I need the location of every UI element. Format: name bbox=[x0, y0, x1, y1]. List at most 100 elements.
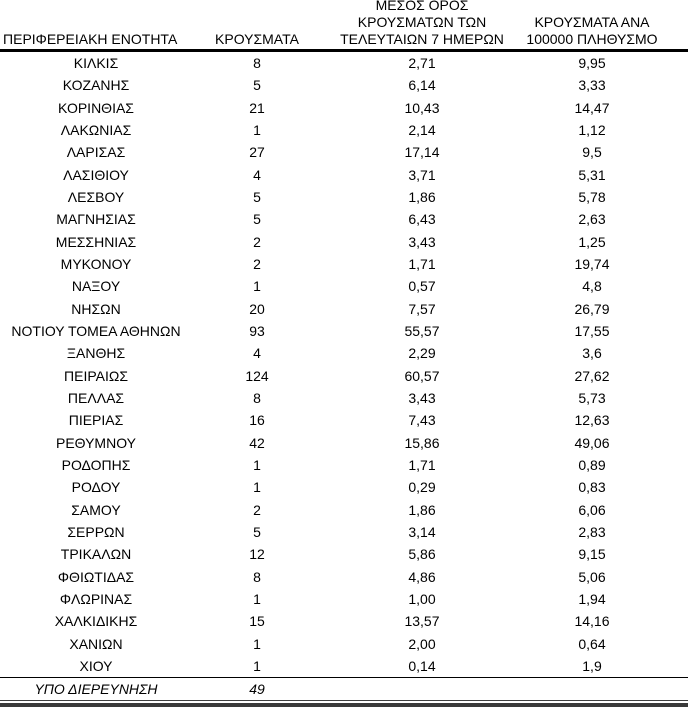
cases-cell: 1 bbox=[253, 658, 261, 675]
cases-cell: 1 bbox=[253, 479, 261, 496]
region-cell: ΜΥΚΟΝΟΥ bbox=[60, 256, 132, 273]
avg7-cell: 0,57 bbox=[408, 278, 436, 295]
header-filler-cell bbox=[662, 48, 688, 49]
avg7-cell: 3,43 bbox=[408, 390, 436, 407]
per100k-cell: 3,33 bbox=[578, 77, 606, 94]
per100k-cell: 3,6 bbox=[582, 345, 602, 362]
cases-cell: 12 bbox=[249, 546, 265, 563]
avg7-cell: 17,14 bbox=[404, 144, 440, 161]
table-row: ΠΕΛΛΑΣ 8 3,43 5,73 bbox=[0, 387, 688, 409]
table-row: ΛΕΣΒΟΥ 5 1,86 5,78 bbox=[0, 186, 688, 208]
region-cell: ΞΑΝΘΗΣ bbox=[66, 345, 126, 362]
cases-cell: 8 bbox=[253, 390, 261, 407]
avg7-cell: 0,29 bbox=[408, 479, 436, 496]
table-row: ΤΡΙΚΑΛΩΝ 12 5,86 9,15 bbox=[0, 543, 688, 565]
table-row: ΜΕΣΣΗΝΙΑΣ 2 3,43 1,25 bbox=[0, 231, 688, 253]
region-cell: ΛΑΚΩΝΙΑΣ bbox=[60, 122, 132, 139]
per100k-cell: 5,78 bbox=[578, 189, 606, 206]
region-cell: ΚΙΛΚΙΣ bbox=[73, 55, 119, 72]
avg7-cell: 3,14 bbox=[408, 524, 436, 541]
avg7-cell: 1,86 bbox=[408, 189, 436, 206]
region-cell: ΜΕΣΣΗΝΙΑΣ bbox=[55, 233, 137, 250]
per100k-cell: 26,79 bbox=[574, 300, 610, 317]
per100k-cell: 9,5 bbox=[582, 144, 602, 161]
avg7-cell: 2,14 bbox=[408, 122, 436, 139]
avg7-cell: 2,00 bbox=[408, 635, 436, 652]
per100k-cell: 17,55 bbox=[574, 323, 610, 340]
table-row: ΚΟΖΑΝΗΣ 5 6,14 3,33 bbox=[0, 74, 688, 96]
table-row: ΡΟΔΟΥ 1 0,29 0,83 bbox=[0, 476, 688, 498]
cases-cell: 2 bbox=[253, 233, 261, 250]
per100k-cell: 14,47 bbox=[574, 99, 610, 116]
region-cell: ΣΕΡΡΩΝ bbox=[67, 524, 125, 541]
cases-cell: 5 bbox=[253, 211, 261, 228]
table-row: ΜΑΓΝΗΣΙΑΣ 5 6,43 2,63 bbox=[0, 208, 688, 230]
avg7-cell: 1,71 bbox=[408, 457, 436, 474]
cases-cell: 1 bbox=[253, 122, 261, 139]
table-row: ΞΑΝΘΗΣ 4 2,29 3,6 bbox=[0, 342, 688, 364]
table-row: ΠΕΙΡΑΙΩΣ 124 60,57 27,62 bbox=[0, 365, 688, 387]
avg7-cell: 2,71 bbox=[408, 55, 436, 72]
per100k-cell: 12,63 bbox=[574, 412, 610, 429]
table-row: ΠΙΕΡΙΑΣ 16 7,43 12,63 bbox=[0, 409, 688, 431]
per100k-cell: 1,94 bbox=[578, 591, 606, 608]
avg7-cell: 6,14 bbox=[408, 77, 436, 94]
per100k-cell: 1,9 bbox=[582, 658, 602, 675]
column-header-region: ΠΕΡΙΦΕΡΕΙΑΚΗ ΕΝΟΤΗΤΑ bbox=[3, 31, 178, 47]
cases-cell: 8 bbox=[253, 55, 261, 72]
table-row: ΝΟΤΙΟΥ ΤΟΜΕΑ ΑΘΗΝΩΝ 93 55,57 17,55 bbox=[0, 320, 688, 342]
cases-cell: 20 bbox=[249, 300, 265, 317]
table-row: ΛΑΣΙΘΙΟΥ 4 3,71 5,31 bbox=[0, 164, 688, 186]
avg7-cell: 4,86 bbox=[408, 568, 436, 585]
region-cell: ΠΕΛΛΑΣ bbox=[67, 390, 125, 407]
table-row: ΧΑΛΚΙΔΙΚΗΣ 15 13,57 14,16 bbox=[0, 610, 688, 632]
per100k-cell: 5,06 bbox=[578, 568, 606, 585]
region-cell: ΦΛΩΡΙΝΑΣ bbox=[59, 591, 133, 608]
per100k-cell: 19,74 bbox=[574, 256, 610, 273]
avg7-cell: 15,86 bbox=[404, 434, 440, 451]
region-cell: ΤΡΙΚΑΛΩΝ bbox=[60, 546, 132, 563]
column-header-avg-7day: ΜΕΣΟΣ ΟΡΟΣ ΚΡΟΥΣΜΑΤΩΝ ΤΩΝ ΤΕΛΕΥΤΑΙΩΝ 7 Η… bbox=[340, 0, 504, 47]
per100k-cell: 5,31 bbox=[578, 166, 606, 183]
cases-cell: 42 bbox=[249, 434, 265, 451]
table-row: ΦΘΙΩΤΙΔΑΣ 8 4,86 5,06 bbox=[0, 566, 688, 588]
avg7-cell: 2,29 bbox=[408, 345, 436, 362]
region-cell: ΚΟΖΑΝΗΣ bbox=[62, 77, 130, 94]
cases-cell: 5 bbox=[253, 524, 261, 541]
under-investigation-row: ΥΠΟ ΔΙΕΡΕΥΝΗΣΗ 49 bbox=[0, 677, 688, 699]
cases-cell: 93 bbox=[249, 323, 265, 340]
table-row: ΛΑΚΩΝΙΑΣ 1 2,14 1,12 bbox=[0, 119, 688, 141]
cases-cell: 2 bbox=[253, 501, 261, 518]
per100k-cell: 2,83 bbox=[578, 524, 606, 541]
region-cell: ΧΑΛΚΙΔΙΚΗΣ bbox=[54, 613, 138, 630]
cases-cell: 5 bbox=[253, 189, 261, 206]
avg7-cell: 10,43 bbox=[404, 99, 440, 116]
region-cell: ΝΟΤΙΟΥ ΤΟΜΕΑ ΑΘΗΝΩΝ bbox=[11, 323, 181, 340]
table-row: ΜΥΚΟΝΟΥ 2 1,71 19,74 bbox=[0, 253, 688, 275]
per100k-cell: 9,95 bbox=[578, 55, 606, 72]
per100k-cell: 49,06 bbox=[574, 434, 610, 451]
table-row: ΝΑΞΟΥ 1 0,57 4,8 bbox=[0, 275, 688, 297]
avg7-cell: 13,57 bbox=[404, 613, 440, 630]
column-header-cases: ΚΡΟΥΣΜΑΤΑ bbox=[215, 31, 299, 47]
table-row: ΧΙΟΥ 1 0,14 1,9 bbox=[0, 655, 688, 677]
table-row: ΚΙΛΚΙΣ 8 2,71 9,95 bbox=[0, 52, 688, 74]
table-row: ΣΕΡΡΩΝ 5 3,14 2,83 bbox=[0, 521, 688, 543]
cases-cell: 1 bbox=[253, 278, 261, 295]
table-row: ΧΑΝΙΩΝ 1 2,00 0,64 bbox=[0, 633, 688, 655]
per100k-cell: 27,62 bbox=[574, 367, 610, 384]
avg7-cell: 1,86 bbox=[408, 501, 436, 518]
table-row: ΡΟΔΟΠΗΣ 1 1,71 0,89 bbox=[0, 454, 688, 476]
table-row: ΡΕΘΥΜΝΟΥ 42 15,86 49,06 bbox=[0, 432, 688, 454]
cases-cell: 5 bbox=[253, 77, 261, 94]
cases-cell: 16 bbox=[249, 412, 265, 429]
per100k-cell: 5,73 bbox=[578, 390, 606, 407]
column-header-per-100k: ΚΡΟΥΣΜΑΤΑ ΑΝΑ 100000 ΠΛΗΘΥΣΜΟ bbox=[526, 14, 658, 47]
table-bottom-rule bbox=[0, 699, 688, 707]
avg7-cell: 7,57 bbox=[408, 300, 436, 317]
avg7-cell: 5,86 bbox=[408, 546, 436, 563]
region-cell: ΡΟΔΟΠΗΣ bbox=[61, 457, 131, 474]
region-cell: ΡΟΔΟΥ bbox=[71, 479, 121, 496]
table-row: ΦΛΩΡΙΝΑΣ 1 1,00 1,94 bbox=[0, 588, 688, 610]
per100k-cell: 2,63 bbox=[578, 211, 606, 228]
